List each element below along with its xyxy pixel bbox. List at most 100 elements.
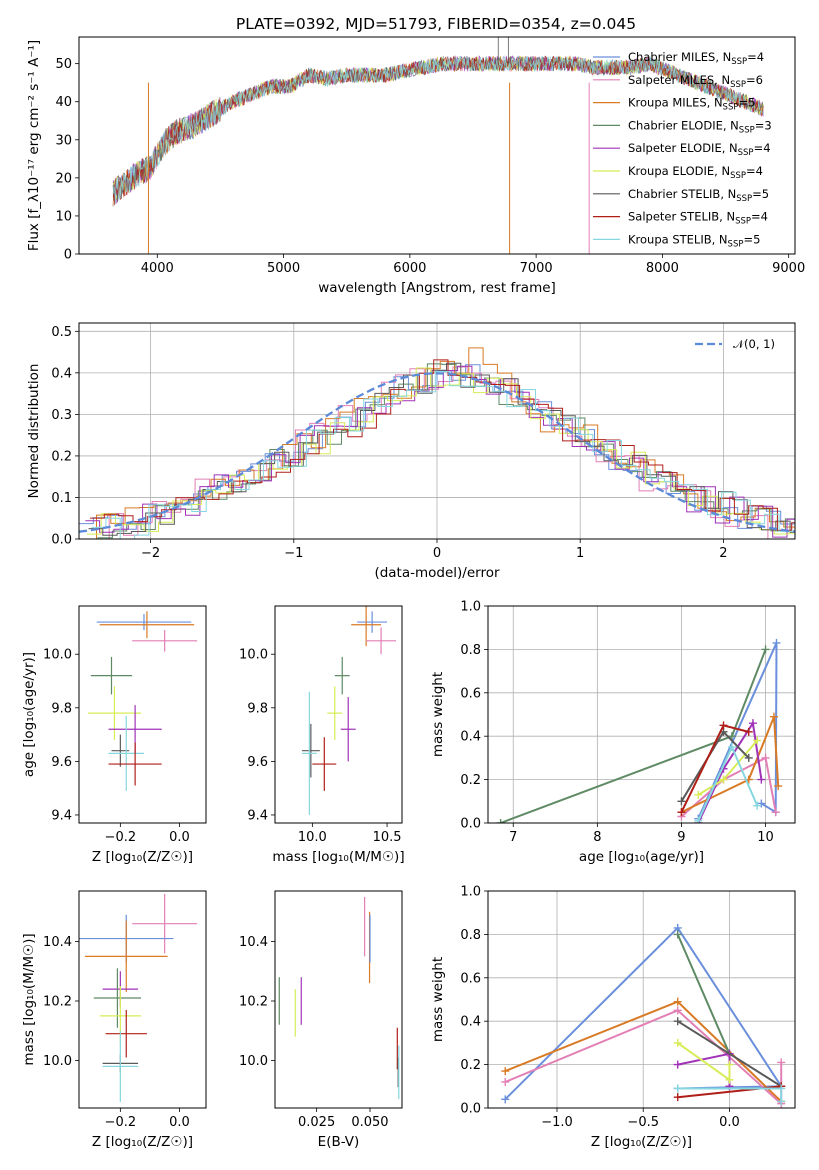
y-tick-label: 20: [55, 171, 72, 186]
legend-label: Salpeter STELIB, NSSP=4: [628, 210, 768, 227]
legend-nssp: =5: [738, 96, 755, 110]
y-tick-label: 10.2: [43, 994, 72, 1009]
weight-marker: [753, 736, 762, 745]
y-tick-label: 0.1: [51, 491, 72, 506]
legend-subscript: SSP: [730, 80, 746, 90]
y-tick-label: 0: [64, 248, 72, 263]
legend-label: Salpeter ELODIE, NSSP=4: [628, 141, 771, 158]
axes-frame: [274, 890, 403, 1109]
axes-frame: [487, 605, 796, 824]
x-tick-label: 10.5: [373, 830, 402, 845]
y-axis-label: Flux [f_λ10⁻¹⁷ erg cm⁻² s⁻¹ A⁻¹]: [26, 40, 42, 251]
weight-marker: [761, 645, 770, 654]
weight-marker: [769, 712, 778, 721]
y-tick-label: 10.4: [239, 935, 268, 950]
x-tick-label: 0: [433, 546, 441, 561]
axes-frame: [78, 36, 796, 255]
y-axis-label: mass weight: [430, 957, 446, 1042]
legend-label: Chabrier MILES, NSSP=4: [628, 50, 764, 67]
x-tick-label: 10: [757, 830, 774, 845]
y-tick-label: 10.0: [239, 1054, 268, 1069]
weight-marker: [694, 816, 703, 823]
plot-area: [87, 611, 198, 791]
weight-marker: [777, 1058, 786, 1067]
y-tick-label: 0.2: [51, 449, 72, 464]
axes-mass_vs_ebv: 0.025 0.050 10.0 10.2 10.4 E(B-V): [239, 890, 403, 1150]
x-axis-label: wavelength [Angstrom, rest frame]: [318, 280, 556, 296]
weight-marker: [496, 819, 505, 823]
axes-frame: [78, 605, 207, 824]
histogram-step: [83, 363, 795, 539]
legend-nssp: =5: [743, 232, 760, 246]
x-tick-label: −1.0: [541, 1115, 573, 1130]
plot-layer: 4000 5000 6000 7000 8000 900001020304050wavel…: [21, 36, 805, 1150]
y-tick-label: 0.8: [460, 643, 481, 658]
axes-frame: [78, 322, 796, 540]
weight-marker: [725, 1060, 734, 1069]
y-tick-label: 9.6: [51, 755, 72, 770]
weight-marker: [673, 1006, 682, 1015]
axes-residuals: −2 −1 0 1 2 0.0 0.1 0.2 0.3 0.4 0.5 (data-model)/er…: [26, 322, 796, 581]
legend-label: Kroupa STELIB, NSSP=5: [628, 232, 760, 249]
axes-frame: [274, 605, 403, 824]
x-tick-label: 9: [677, 830, 685, 845]
histogram-step: [80, 366, 795, 539]
x-tick-label: −1: [284, 546, 303, 561]
y-tick-label: 0.4: [460, 1015, 481, 1030]
x-tick-label: 6000: [393, 261, 426, 276]
weight-marker: [772, 638, 781, 647]
y-tick-label: 10: [55, 209, 72, 224]
weight-marker: [761, 753, 770, 762]
legend-nssp: =4: [746, 164, 763, 178]
x-tick-label: 9000: [772, 261, 805, 276]
x-axis-label: Z [log₁₀(Z/Z☉)]: [92, 849, 193, 865]
y-tick-label: 0.5: [51, 325, 72, 340]
weight-marker: [744, 753, 753, 762]
y-tick-label: 0.2: [460, 1058, 481, 1073]
histogram-step: [90, 359, 795, 531]
x-tick-label: 0.0: [719, 1115, 740, 1130]
legend-label: 𝒩(0, 1): [733, 337, 775, 351]
weight-marker: [677, 797, 686, 806]
histogram-step: [85, 365, 795, 538]
y-tick-label: 40: [55, 95, 72, 110]
weight-line: [677, 1020, 782, 1088]
legend-subscript: SSP: [731, 57, 747, 67]
y-tick-label: 0.2: [460, 773, 481, 788]
axes-age_vs_mass: 10.0 10.5 9.4 9.6 9.8 10.0 mass [log₁₀(M/M☉)]: [239, 605, 405, 865]
weight-marker: [777, 1084, 786, 1093]
weight-marker: [725, 1075, 734, 1084]
y-axis-label: age [log₁₀(age/yr)]: [21, 652, 37, 777]
legend-subscript: SSP: [730, 171, 746, 181]
plot-area: [301, 606, 397, 815]
axes-frame: [487, 890, 796, 1109]
x-tick-label: 1: [576, 546, 584, 561]
legend-nssp: =3: [755, 118, 772, 132]
x-axis-label: Z [log₁₀(Z/Z☉)]: [92, 1134, 193, 1150]
weight-line: [681, 716, 780, 814]
spectrum-line: [112, 54, 764, 205]
x-tick-label: 0.0: [169, 830, 190, 845]
histogram-step: [79, 364, 795, 530]
weight-marker: [673, 1084, 682, 1093]
gridlines: [488, 605, 795, 824]
x-tick-label: −0.2: [105, 830, 137, 845]
weight-marker: [677, 808, 686, 817]
x-tick-label: 0.025: [298, 1115, 335, 1130]
y-tick-label: 0.6: [460, 971, 481, 986]
x-axis-label: Z [log₁₀(Z/Z☉)]: [591, 1134, 692, 1150]
legend-nssp: =6: [746, 73, 763, 87]
x-tick-label: 0.0: [169, 1115, 190, 1130]
x-tick-label: 5000: [267, 261, 300, 276]
y-tick-label: 10.0: [239, 648, 268, 663]
y-tick-label: 9.8: [51, 701, 72, 716]
y-tick-label: 30: [55, 133, 72, 148]
gaussian-curve: [79, 372, 795, 533]
weight-marker: [757, 775, 766, 784]
axes-mass_vs_Z: −0.2 0.0 10.0 10.2 10.4 Z [log₁₀(Z/Z☉)] mass […: [21, 890, 207, 1150]
y-tick-label: 0.0: [460, 817, 481, 832]
weight-marker: [748, 719, 757, 728]
legend-label: Chabrier ELODIE, NSSP=3: [628, 118, 772, 135]
axes-weight_vs_Z: −1.0 −0.5 0.0 0.0 0.2 0.4 0.6 0.8 1.0 Z [log₁₀(Z/…: [430, 885, 796, 1150]
weight-marker: [673, 1093, 682, 1102]
